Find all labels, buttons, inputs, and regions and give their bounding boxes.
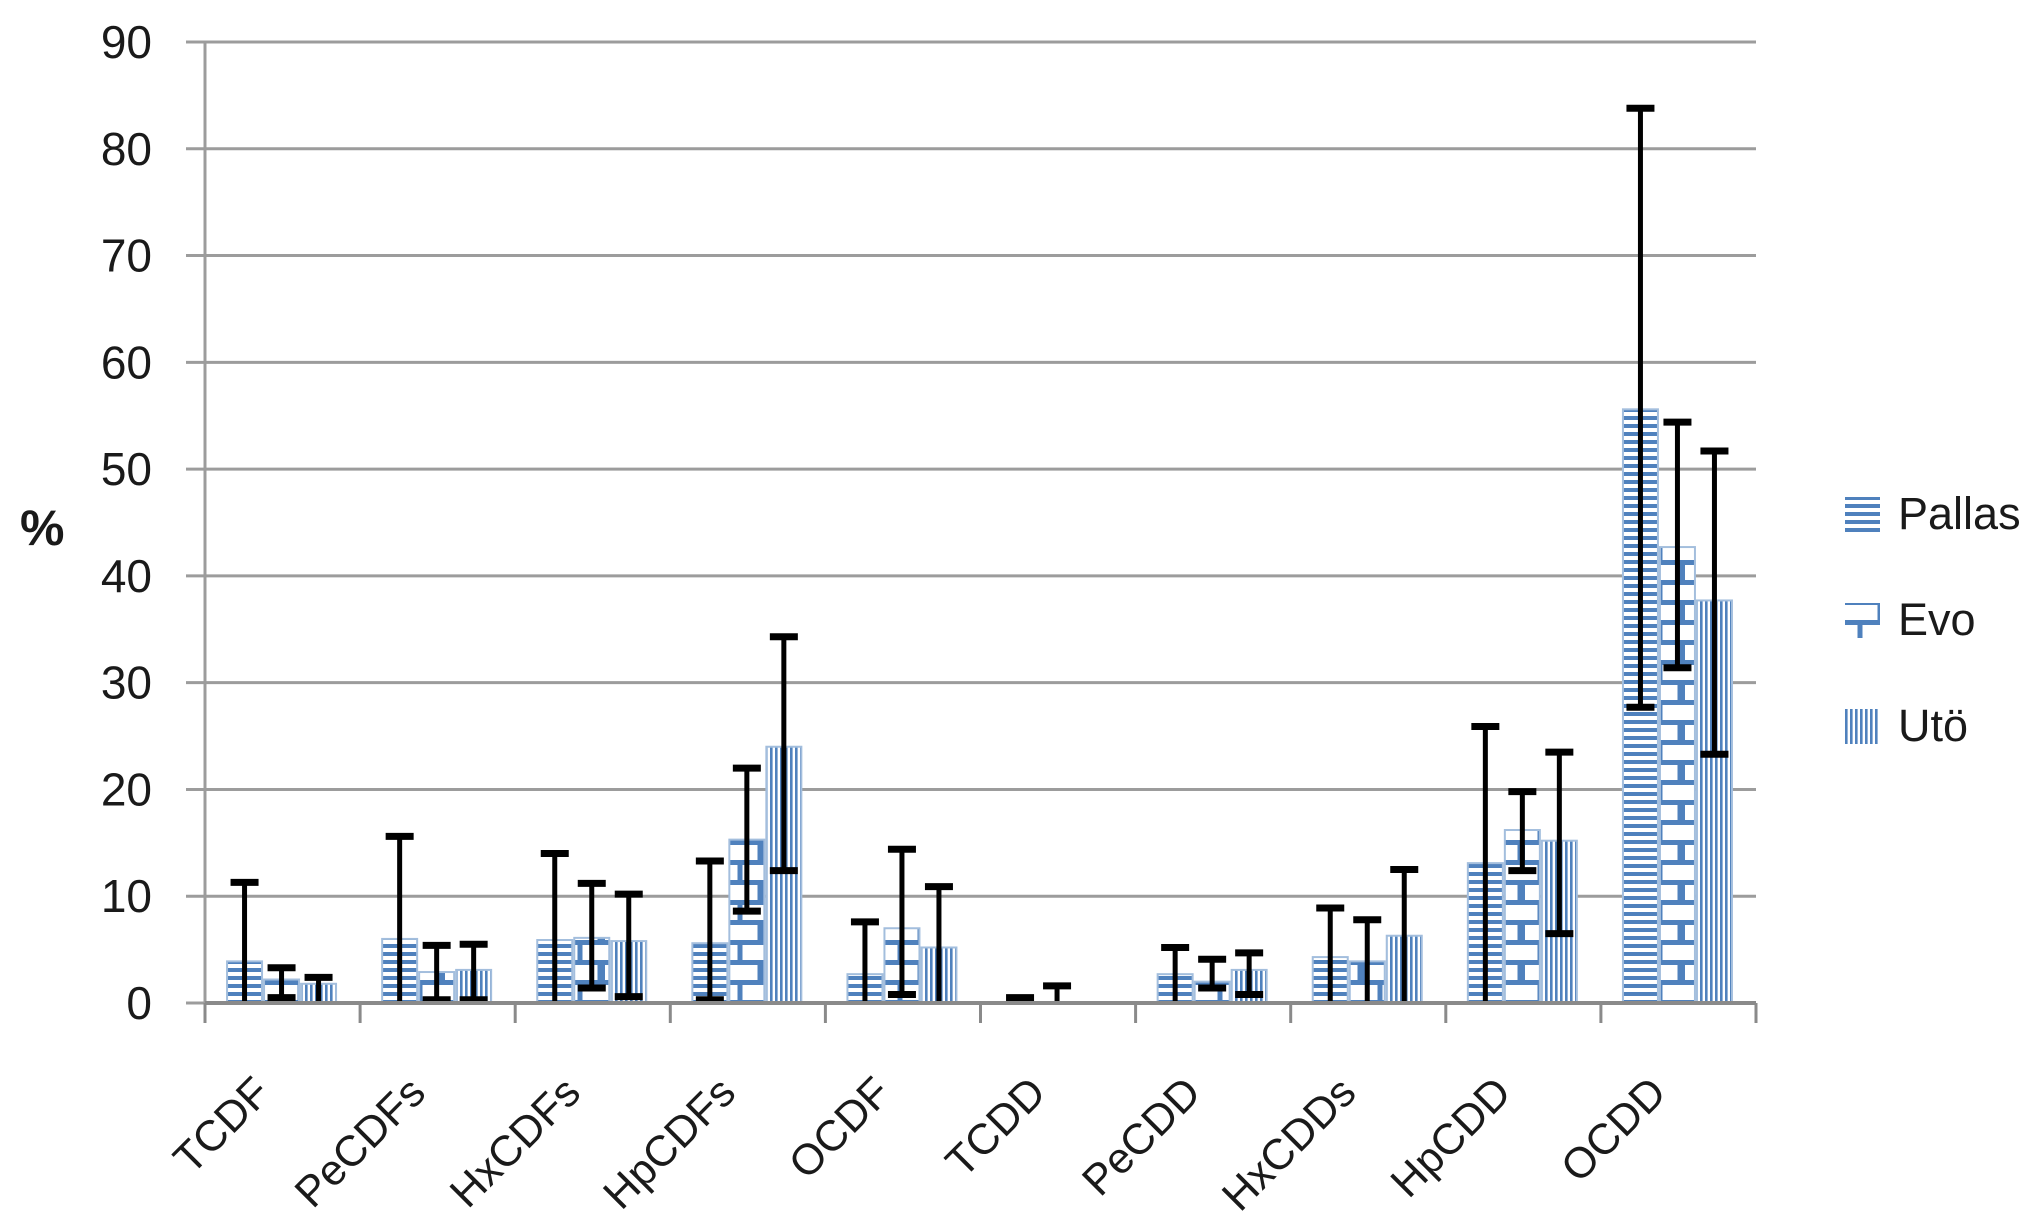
error-bar-Utö-TCDF: [304, 973, 333, 1003]
error-bar-Utö-HpCDD: [1545, 748, 1574, 938]
error-bar-Utö-HxCDFs: [614, 890, 643, 1001]
error-bar-Utö-OCDF: [924, 883, 953, 1003]
bars: [226, 408, 1733, 1005]
y-tick-label-0: 0: [126, 977, 152, 1029]
legend-item-Evo: Evo: [1845, 594, 1976, 645]
error-bar-Utö-OCDD: [1700, 447, 1729, 758]
legend-marker-brick: [1845, 603, 1880, 638]
error-bar-Evo-HpCDD: [1508, 788, 1537, 875]
y-tick-label-80: 80: [101, 123, 152, 175]
error-bar-Evo-PeCDD: [1198, 955, 1227, 992]
y-tick-label-40: 40: [101, 550, 152, 602]
error-bar-Evo-HxCDFs: [577, 879, 606, 992]
error-bar-Evo-OCDD: [1663, 418, 1692, 672]
error-bar-Pallas-PeCDFs: [385, 832, 414, 1003]
x-category-label-PeCDD: PeCDD: [1073, 1068, 1210, 1205]
x-category-label-HxCDDs: HxCDDs: [1213, 1068, 1365, 1220]
error-bar-Utö-PeCDD: [1235, 949, 1264, 998]
error-bar-Pallas-TCDF: [230, 878, 259, 1003]
axes: [186, 40, 1758, 1023]
y-tick-label-60: 60: [101, 336, 152, 388]
error-bars: [230, 104, 1729, 1004]
error-bar-Evo-HxCDDs: [1353, 916, 1382, 1003]
x-category-label-TCDF: TCDF: [165, 1068, 280, 1183]
y-tick-label-90: 90: [101, 16, 152, 68]
error-bar-Pallas-HxCDFs: [540, 850, 569, 1003]
error-bar-Pallas-PeCDD: [1161, 943, 1190, 1003]
error-bar-Pallas-OCDD: [1626, 104, 1655, 711]
x-category-label-PeCDFs: PeCDFs: [286, 1068, 435, 1217]
y-tick-label-50: 50: [101, 443, 152, 495]
legend-label-Pallas: Pallas: [1898, 488, 2021, 539]
y-tick-label-20: 20: [101, 763, 152, 815]
y-tick-label-30: 30: [101, 657, 152, 709]
error-bar-Pallas-HpCDFs: [695, 857, 724, 1004]
error-bar-Evo-PeCDFs: [422, 941, 451, 1004]
axis-labels: 0 10 20 30 40 50 60 70 80 90 TCDF PeCDFs HxCDFs HpCDF…: [101, 16, 1676, 1220]
legend-marker-horizontal-stripes: [1845, 497, 1880, 532]
error-bar-Utö-HxCDDs: [1390, 866, 1419, 1003]
error-bar-Pallas-HpCDD: [1471, 722, 1500, 1003]
gridlines: [205, 40, 1756, 898]
legend-label-Utö: Utö: [1898, 700, 1968, 751]
error-bar-Pallas-OCDF: [850, 918, 879, 1003]
y-tick-label-10: 10: [101, 870, 152, 922]
error-bar-Evo-HpCDFs: [732, 764, 761, 915]
legend-item-Pallas: Pallas: [1845, 488, 2021, 539]
legend-item-Utö: Utö: [1845, 700, 1968, 751]
x-category-label-HxCDFs: HxCDFs: [441, 1068, 590, 1217]
error-bar-Pallas-HxCDDs: [1316, 904, 1345, 1003]
x-category-label-TCDD: TCDD: [937, 1068, 1055, 1186]
legend-label-Evo: Evo: [1898, 594, 1976, 645]
x-category-label-HpCDD: HpCDD: [1382, 1068, 1521, 1207]
legend: Pallas Evo Utö: [1845, 488, 2021, 751]
y-axis-title: %: [20, 500, 64, 556]
x-category-label-OCDF: OCDF: [780, 1068, 900, 1188]
error-bar-Evo-TCDD: [1043, 982, 1072, 1003]
error-bar-Utö-PeCDFs: [459, 940, 488, 1004]
error-bar-Utö-HpCDFs: [769, 633, 798, 875]
x-category-label-HpCDFs: HpCDFs: [594, 1068, 745, 1219]
error-bar-Evo-TCDF: [267, 964, 296, 1002]
x-category-label-OCDD: OCDD: [1552, 1068, 1675, 1191]
error-bar-Evo-OCDF: [887, 845, 916, 998]
y-tick-label-70: 70: [101, 230, 152, 282]
legend-marker-vertical-stripes: [1845, 709, 1880, 744]
